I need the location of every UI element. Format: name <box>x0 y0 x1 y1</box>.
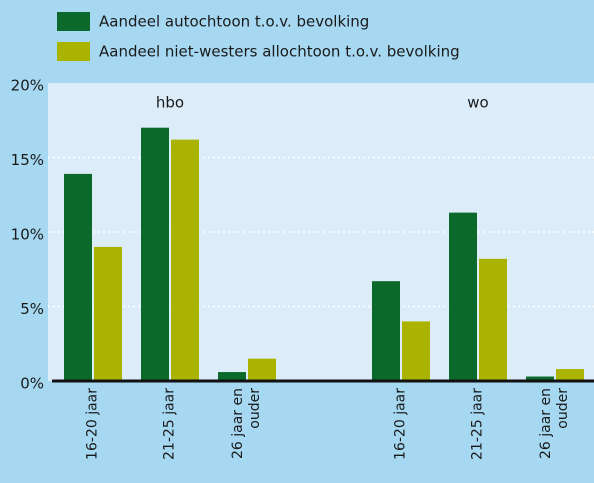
bar <box>248 358 276 381</box>
bar <box>449 212 477 381</box>
bar <box>171 139 199 381</box>
group-label: wo <box>467 94 488 112</box>
bar <box>556 369 584 381</box>
group-label: hbo <box>156 94 184 112</box>
x-tick-label: 16-20 jaar <box>392 388 409 460</box>
bar <box>526 376 554 381</box>
y-tick-label: 15% <box>11 151 44 169</box>
bar <box>64 173 92 381</box>
y-tick-label: 0% <box>20 375 44 393</box>
x-tick-label: 21-25 jaar <box>161 388 178 460</box>
bar <box>479 258 507 381</box>
x-tick-label: 26 jaar en ouder <box>230 388 263 460</box>
legend-label: Aandeel autochtoon t.o.v. bevolking <box>99 13 369 31</box>
bar <box>402 321 430 381</box>
bar <box>141 127 169 381</box>
legend-label: Aandeel niet-westers allochtoon t.o.v. b… <box>99 43 460 61</box>
x-tick-label: 26 jaar en ouder <box>538 388 571 460</box>
x-tick-label: 16-20 jaar <box>84 388 101 460</box>
bar <box>94 246 122 381</box>
y-tick-label: 20% <box>11 77 44 95</box>
bar <box>218 372 246 381</box>
x-tick-label: 21-25 jaar <box>469 388 486 460</box>
bar <box>372 281 400 381</box>
legend-swatch <box>57 12 90 31</box>
legend-swatch <box>57 42 90 61</box>
y-tick-label: 5% <box>20 300 44 318</box>
y-tick-label: 10% <box>11 226 44 244</box>
